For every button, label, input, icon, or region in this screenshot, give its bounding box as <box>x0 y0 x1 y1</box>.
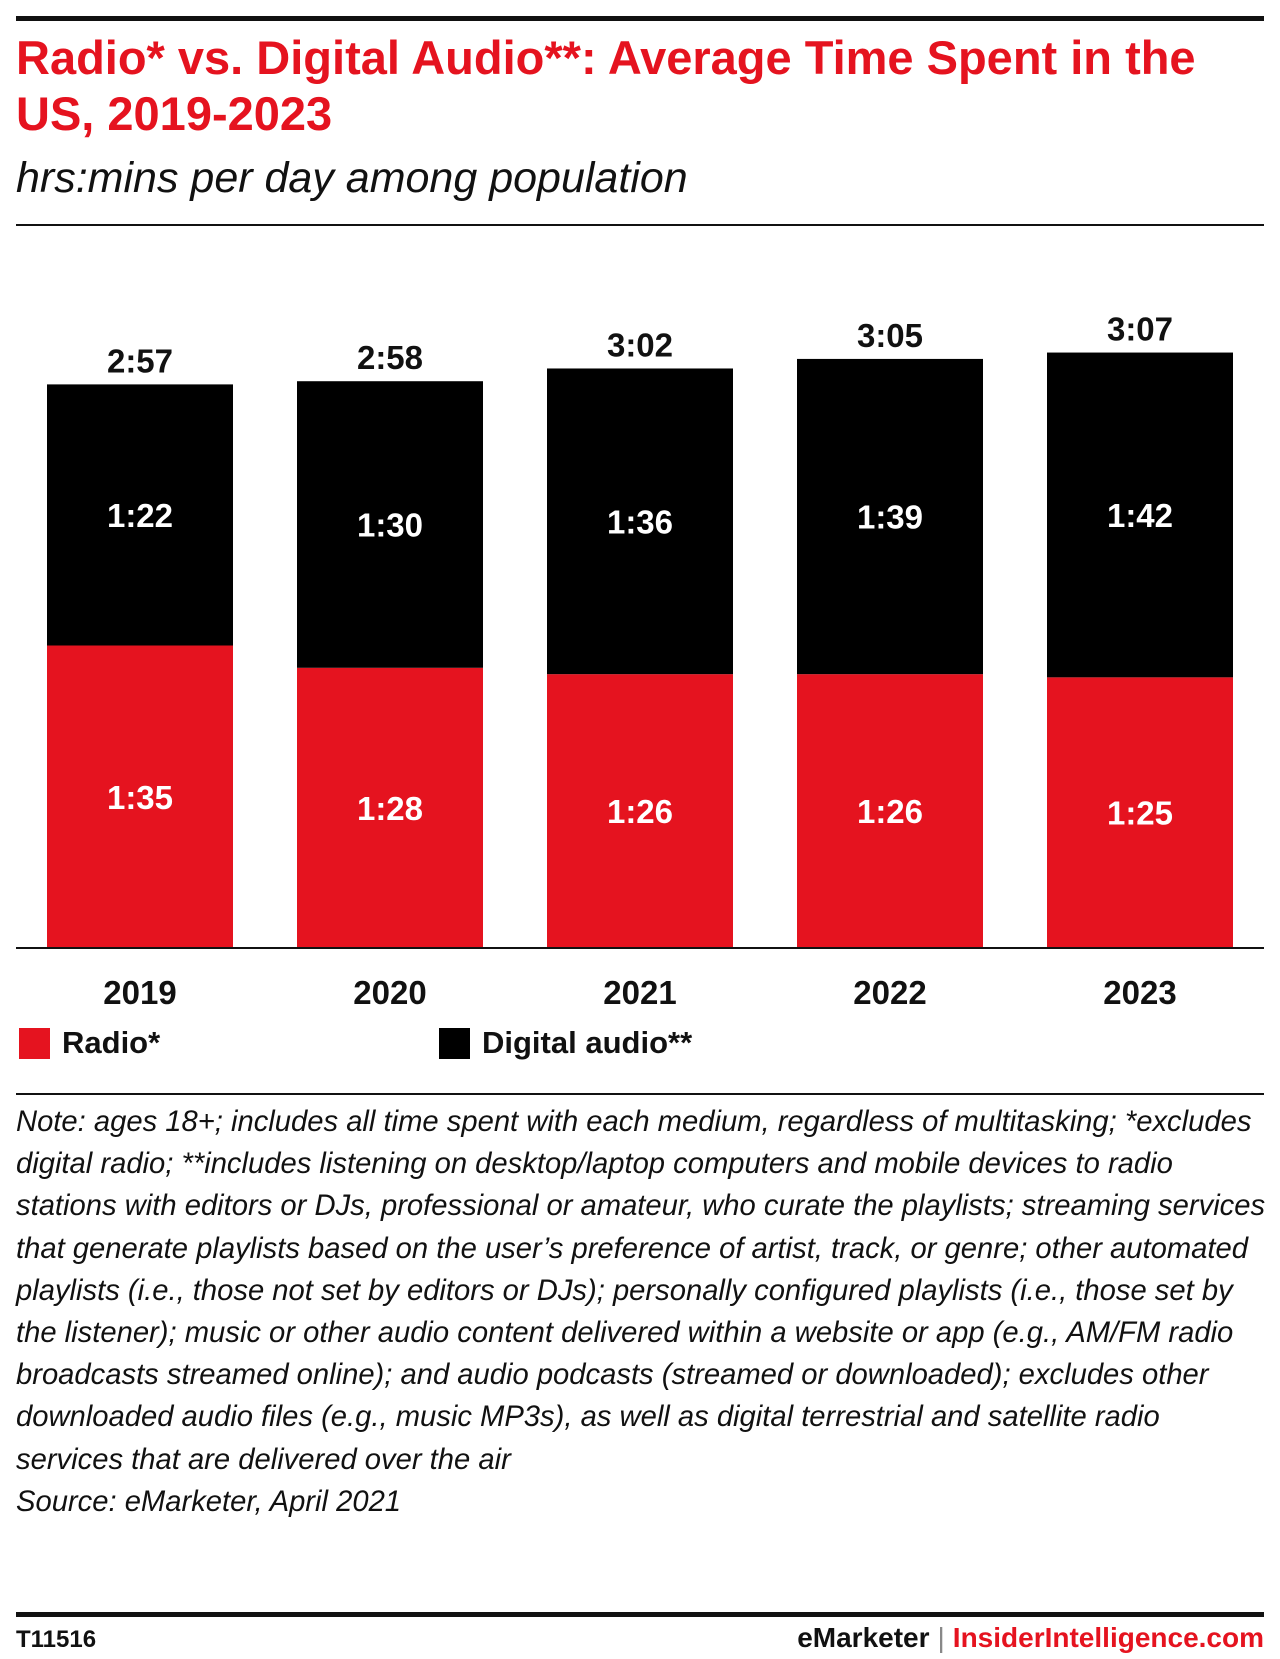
legend-label-digital-audio: Digital audio** <box>482 1025 693 1060</box>
source-text: Source: eMarketer, April 2021 <box>16 1485 402 1518</box>
chart-id: T11516 <box>16 1626 97 1653</box>
bar-digital-audio-2021 <box>547 368 733 675</box>
total-label-2021: 3:02 <box>607 326 673 363</box>
value-label-digital-audio-2021: 1:36 <box>607 503 673 540</box>
x-tick-label-2022: 2022 <box>853 974 926 1011</box>
chart-subtitle: hrs:mins per day among population <box>16 154 688 202</box>
value-label-radio-2020: 1:28 <box>357 790 423 827</box>
value-label-digital-audio-2020: 1:30 <box>357 507 423 544</box>
total-label-2022: 3:05 <box>857 317 923 354</box>
value-label-radio-2022: 1:26 <box>857 793 923 830</box>
legend-item-digital-audio: Digital audio** <box>439 1025 692 1061</box>
x-tick-label-2023: 2023 <box>1103 974 1176 1011</box>
brand-emarketer: eMarketer <box>797 1622 930 1653</box>
value-label-digital-audio-2019: 1:22 <box>107 497 173 534</box>
note-text: Note: ages 18+; includes all time spent … <box>16 1101 1266 1523</box>
bar-radio-2023 <box>1047 677 1233 948</box>
total-label-2023: 3:07 <box>1107 311 1173 348</box>
brand-footer: eMarketer | InsiderIntelligence.com <box>797 1622 1264 1654</box>
stacked-bar-chart: 1:35 1:22 2:57 2019 1:28 1:30 2:58 2020 1:26 1:36… <box>16 311 1264 1011</box>
bar-digital-audio-2023 <box>1047 352 1233 678</box>
x-tick-label-2019: 2019 <box>103 974 176 1011</box>
bar-digital-audio-2019 <box>47 384 233 646</box>
top-rule <box>16 16 1264 21</box>
bar-radio-2022 <box>797 674 983 948</box>
total-label-2020: 2:58 <box>357 339 423 376</box>
bar-radio-2019 <box>47 645 233 948</box>
bar-digital-audio-2022 <box>797 358 983 675</box>
legend-swatch-digital-audio <box>439 1027 470 1059</box>
x-tick-label-2020: 2020 <box>353 974 426 1011</box>
header-rule <box>16 224 1264 226</box>
legend-label-radio: Radio* <box>62 1025 161 1060</box>
legend-rule <box>16 1093 1264 1095</box>
value-label-radio-2021: 1:26 <box>607 793 673 830</box>
value-label-radio-2023: 1:25 <box>1107 795 1173 832</box>
brand-separator: | <box>937 1622 945 1653</box>
value-label-radio-2019: 1:35 <box>107 779 173 816</box>
value-label-digital-audio-2023: 1:42 <box>1107 497 1173 534</box>
footer-rule <box>16 1612 1264 1617</box>
x-tick-label-2021: 2021 <box>603 974 676 1011</box>
chart-title: Radio* vs. Digital Audio**: Average Time… <box>16 31 1196 140</box>
bar-radio-2021 <box>547 674 733 948</box>
legend-swatch-radio <box>19 1027 50 1059</box>
value-label-digital-audio-2022: 1:39 <box>857 499 923 536</box>
bar-radio-2020 <box>297 667 483 948</box>
total-label-2019: 2:57 <box>107 342 173 379</box>
brand-insider-intelligence: InsiderIntelligence.com <box>952 1622 1264 1653</box>
bar-digital-audio-2020 <box>297 381 483 668</box>
legend-item-radio: Radio* <box>19 1025 160 1061</box>
note-body: Note: ages 18+; includes all time spent … <box>16 1106 1266 1476</box>
